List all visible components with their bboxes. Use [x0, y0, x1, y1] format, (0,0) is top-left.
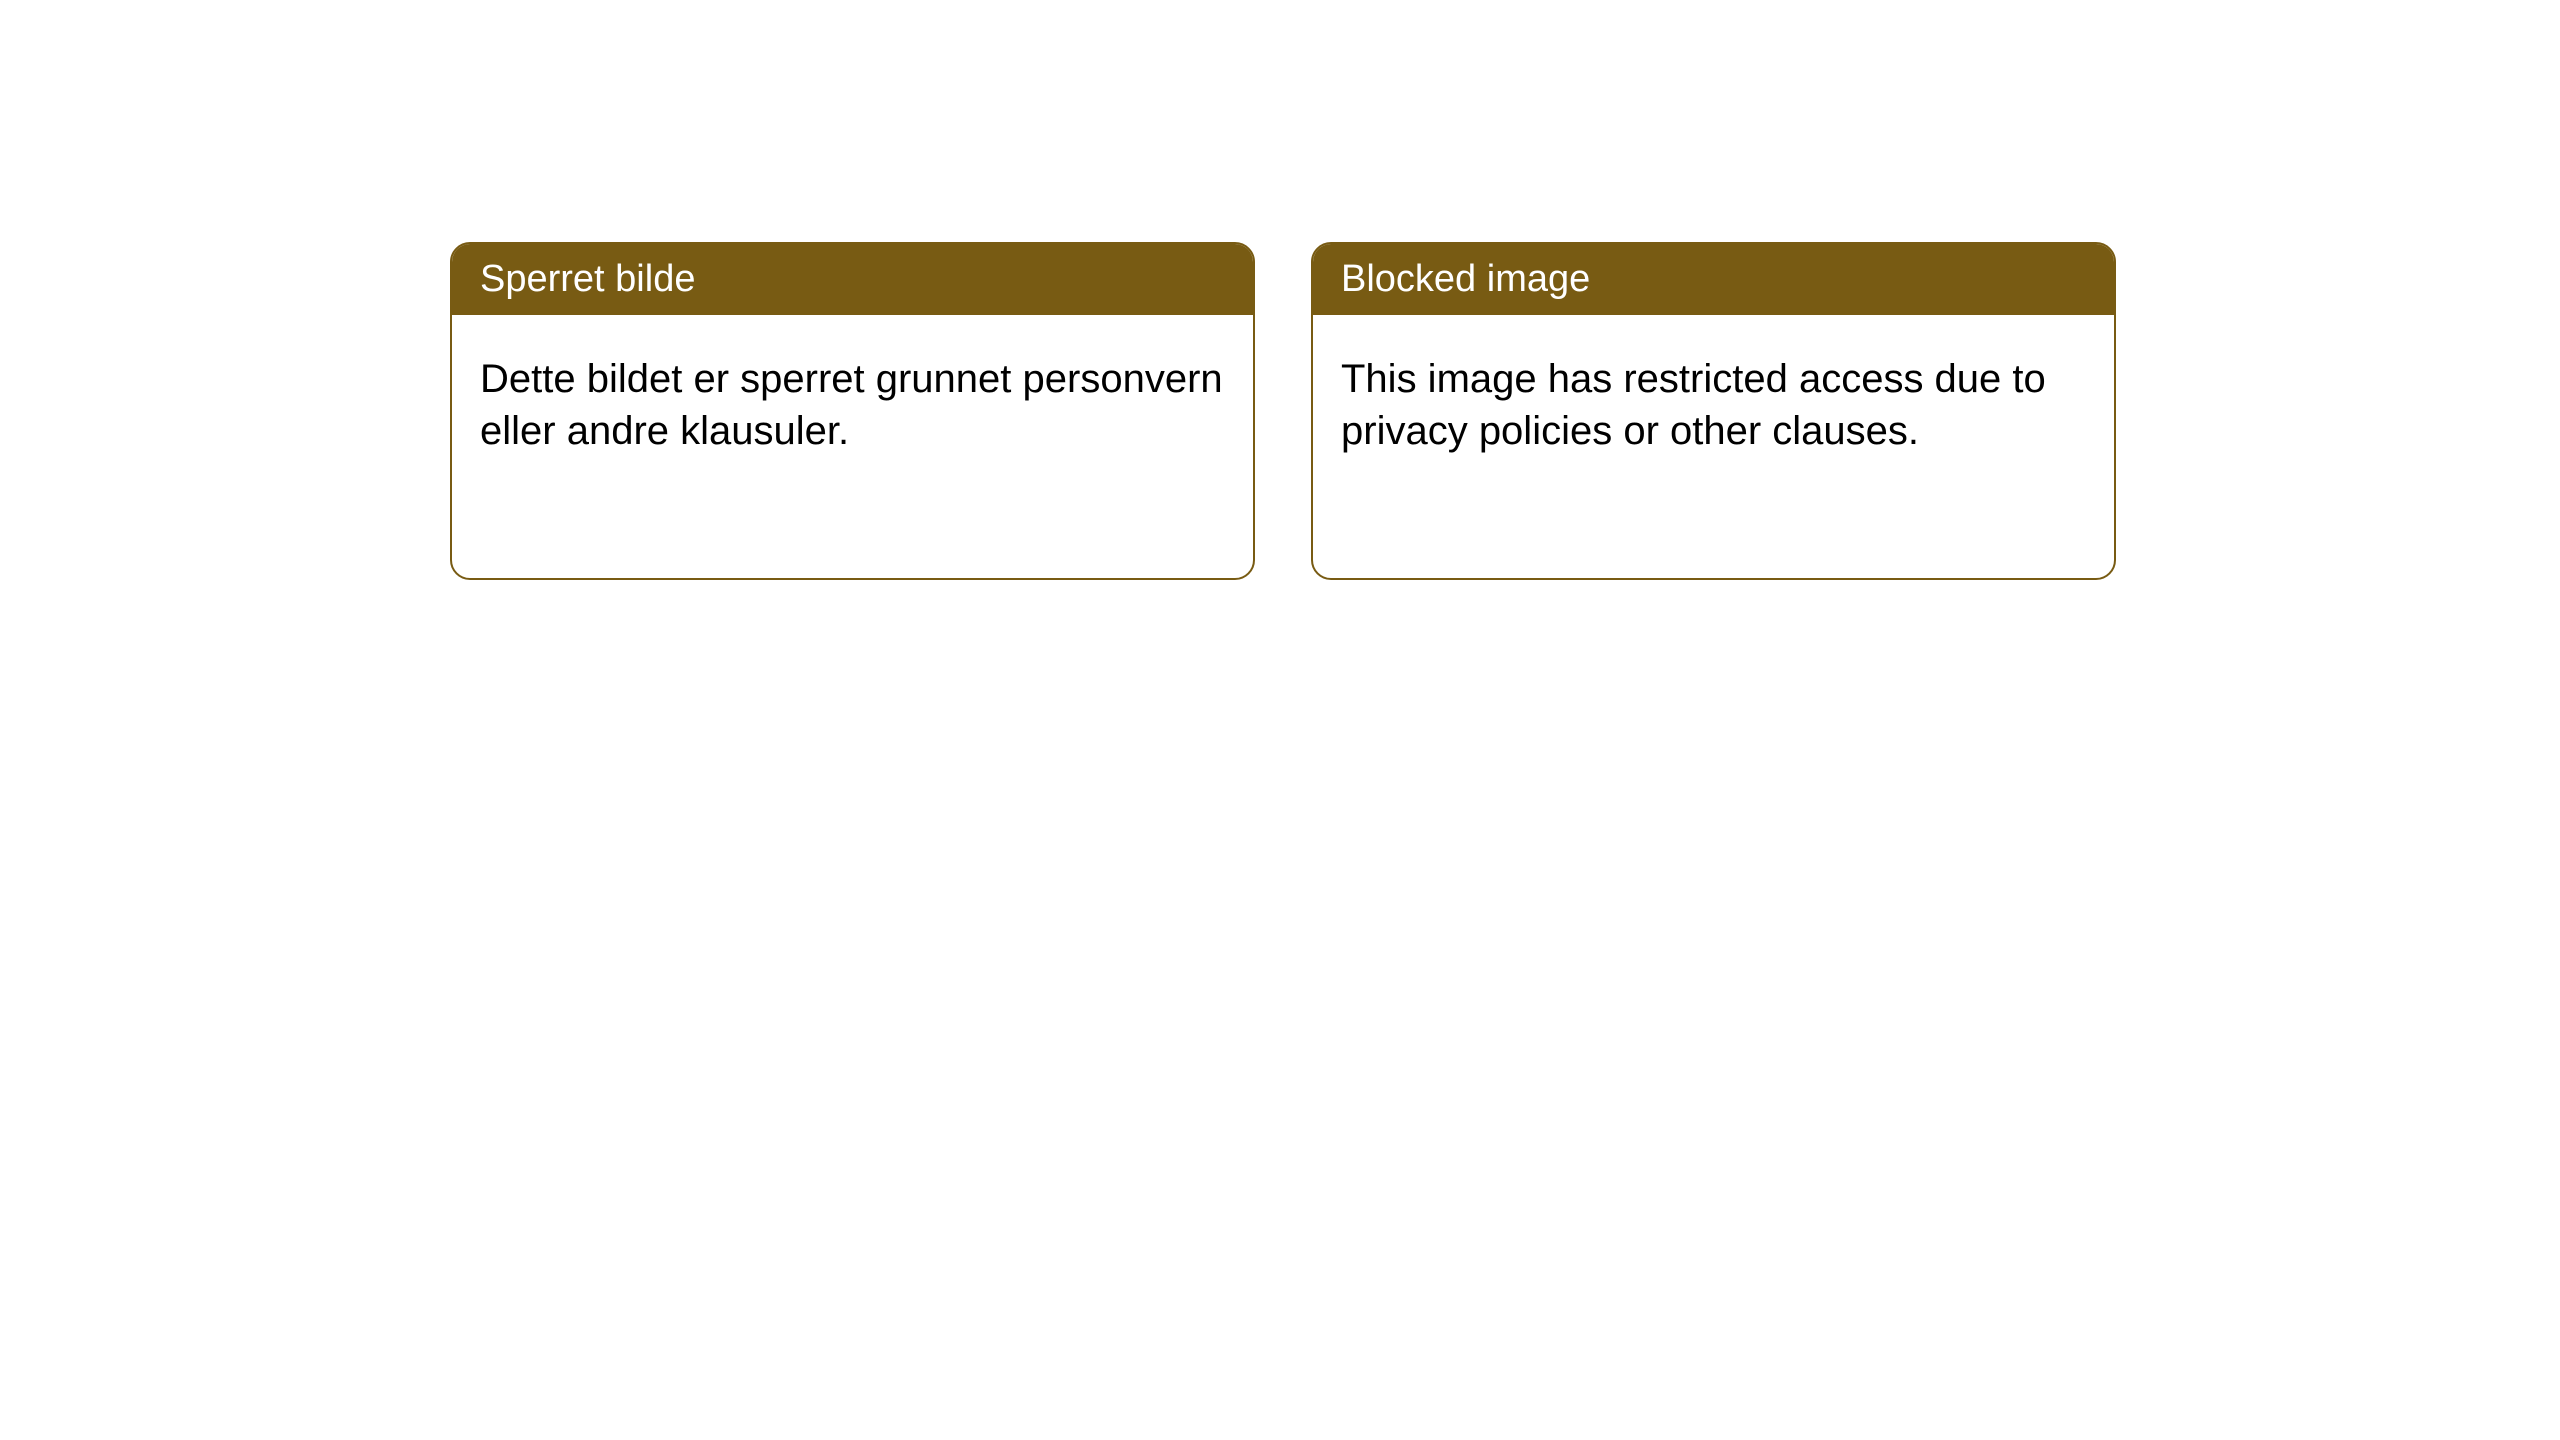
- card-header: Sperret bilde: [452, 244, 1253, 315]
- card-body: Dette bildet er sperret grunnet personve…: [452, 315, 1253, 495]
- cards-container: Sperret bilde Dette bildet er sperret gr…: [0, 0, 2560, 580]
- card-body: This image has restricted access due to …: [1313, 315, 2114, 495]
- card-body-text: Dette bildet er sperret grunnet personve…: [480, 357, 1223, 453]
- card-body-text: This image has restricted access due to …: [1341, 357, 2046, 453]
- blocked-image-card-norwegian: Sperret bilde Dette bildet er sperret gr…: [450, 242, 1255, 580]
- card-title: Sperret bilde: [480, 258, 695, 300]
- card-header: Blocked image: [1313, 244, 2114, 315]
- blocked-image-card-english: Blocked image This image has restricted …: [1311, 242, 2116, 580]
- card-title: Blocked image: [1341, 258, 1590, 300]
